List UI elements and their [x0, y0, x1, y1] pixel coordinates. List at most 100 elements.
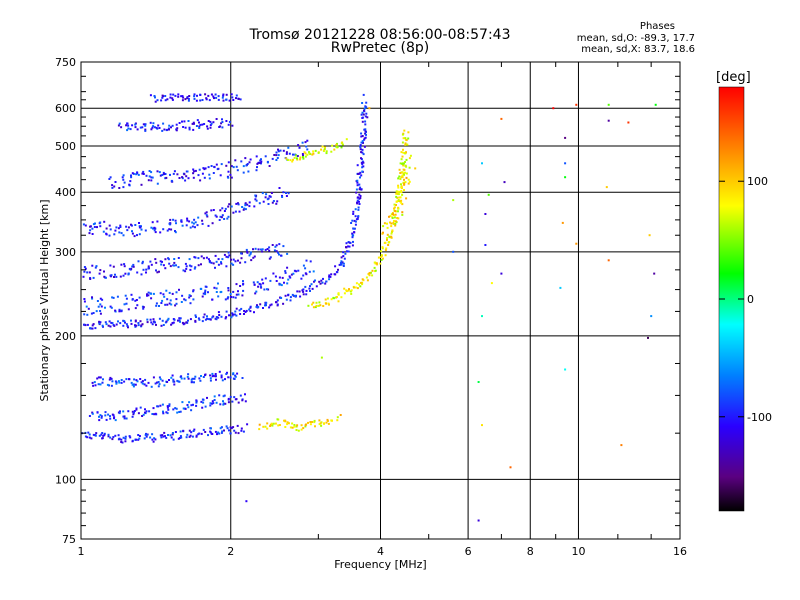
data-point	[204, 373, 207, 376]
data-point	[304, 155, 307, 158]
data-point	[137, 434, 140, 436]
data-point	[235, 307, 238, 310]
data-point	[339, 414, 342, 416]
data-point	[399, 162, 402, 165]
data-point	[235, 283, 238, 286]
data-point	[99, 269, 102, 272]
data-point	[190, 381, 193, 384]
data-point	[252, 256, 255, 259]
data-point	[332, 296, 335, 299]
data-point	[242, 430, 245, 433]
data-point	[164, 99, 167, 102]
data-point	[353, 219, 356, 222]
data-point	[118, 122, 121, 125]
data-point	[222, 94, 225, 97]
data-point	[390, 213, 393, 216]
data-point	[114, 229, 117, 232]
data-point	[289, 299, 292, 302]
data-point	[249, 158, 252, 161]
data-point	[244, 261, 247, 264]
data-point	[113, 276, 115, 278]
data-point	[156, 170, 159, 173]
data-point	[341, 143, 344, 146]
data-point	[232, 377, 235, 380]
data-point	[306, 139, 309, 142]
data-point	[195, 435, 198, 438]
data-point	[225, 425, 228, 428]
data-point	[229, 293, 232, 295]
data-point	[119, 226, 122, 228]
data-point	[157, 124, 160, 127]
data-point	[298, 146, 301, 149]
data-point	[276, 299, 279, 302]
data-point	[320, 279, 323, 282]
data-point	[159, 292, 162, 295]
data-point	[254, 247, 257, 250]
data-point	[218, 314, 221, 316]
data-point	[186, 96, 189, 99]
data-point	[352, 240, 354, 243]
data-point	[365, 101, 368, 104]
data-point	[379, 262, 382, 265]
data-point	[183, 298, 186, 301]
data-point	[347, 245, 350, 248]
data-point	[394, 222, 397, 225]
data-point	[305, 145, 308, 148]
data-point	[187, 373, 190, 376]
data-point	[305, 259, 308, 262]
data-point	[115, 382, 118, 385]
data-point	[159, 231, 162, 234]
data-point	[401, 155, 404, 158]
data-point	[247, 170, 250, 173]
data-point	[296, 424, 299, 427]
data-point	[235, 398, 238, 401]
data-point	[178, 288, 180, 291]
data-point	[166, 229, 169, 232]
data-point	[141, 382, 144, 385]
data-point	[627, 121, 630, 124]
data-point	[401, 213, 404, 216]
data-point	[101, 298, 104, 301]
data-point	[400, 151, 403, 154]
data-point	[109, 376, 112, 379]
data-point	[230, 205, 233, 208]
data-point	[305, 293, 308, 296]
data-point	[383, 241, 386, 244]
data-point	[128, 435, 131, 438]
data-point	[219, 427, 222, 430]
data-point	[165, 176, 168, 179]
data-point	[194, 319, 197, 322]
data-point	[212, 374, 215, 377]
phase-stats-heading: Phases	[639, 21, 675, 32]
data-point	[215, 316, 218, 318]
data-point	[232, 258, 235, 261]
data-point	[653, 272, 656, 275]
data-point	[363, 107, 366, 110]
data-point	[151, 433, 154, 436]
data-point	[102, 325, 104, 328]
data-point	[225, 316, 228, 319]
data-point	[141, 172, 144, 175]
data-point	[204, 93, 207, 96]
data-point	[218, 370, 221, 373]
data-point	[404, 161, 406, 163]
data-point	[157, 381, 160, 383]
data-point	[340, 262, 343, 265]
data-point	[99, 321, 102, 324]
phase-stats-x: mean, sd,X: 83.7, 18.6	[581, 44, 695, 55]
x-tick-label: 2	[227, 545, 234, 558]
data-point	[208, 99, 211, 102]
data-point	[133, 235, 136, 238]
data-point	[137, 173, 140, 176]
data-point	[239, 313, 242, 315]
data-point	[343, 287, 346, 290]
data-point	[164, 435, 166, 438]
data-point	[202, 292, 205, 295]
data-point	[312, 306, 315, 309]
data-point	[109, 325, 112, 328]
data-point	[172, 438, 175, 441]
data-point	[134, 383, 137, 386]
data-point	[211, 400, 214, 403]
data-point	[150, 385, 153, 388]
